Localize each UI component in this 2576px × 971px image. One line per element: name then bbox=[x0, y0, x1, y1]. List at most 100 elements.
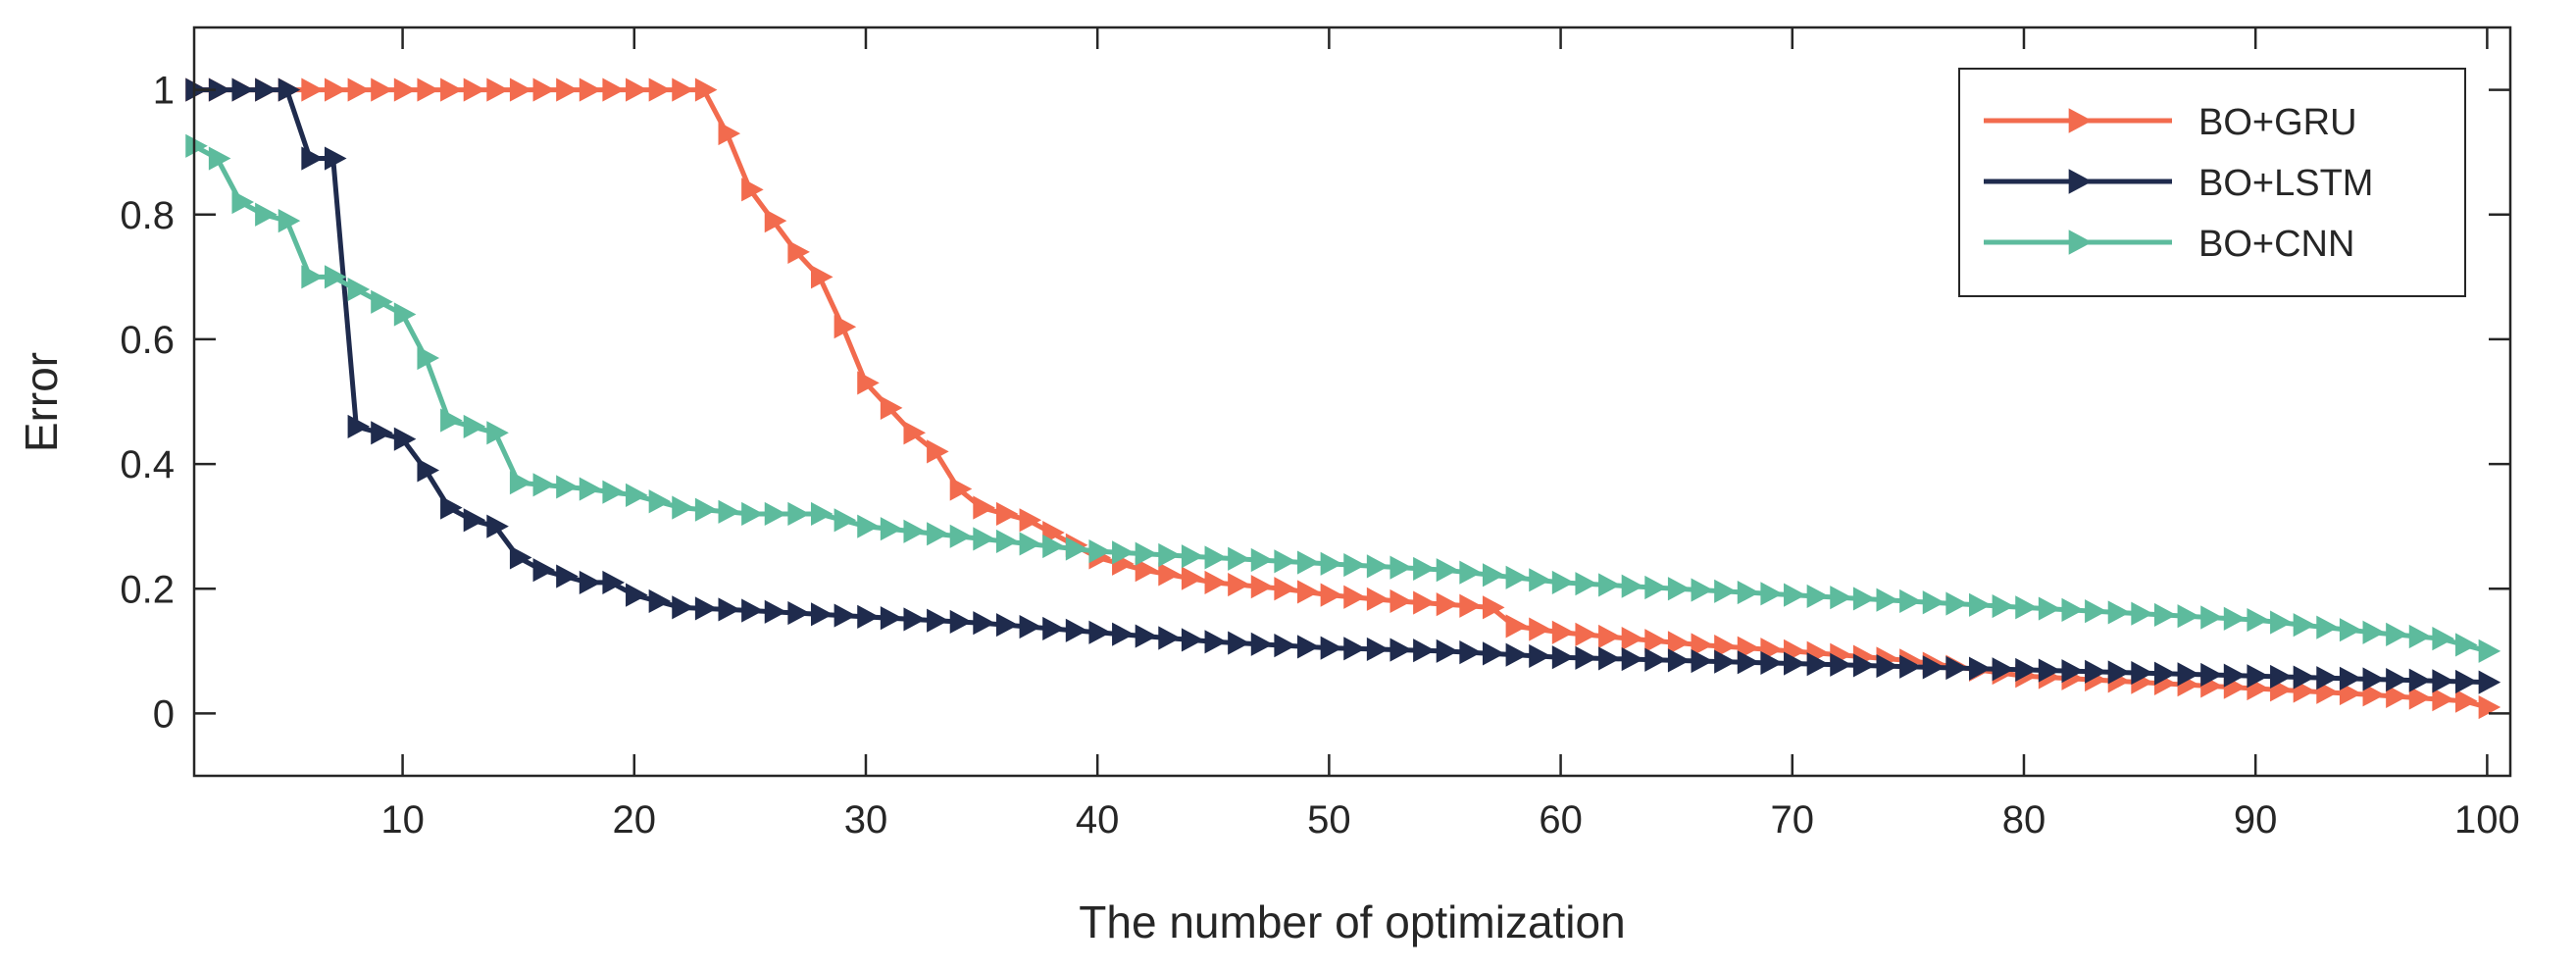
data-point-bo-cnn bbox=[2339, 618, 2362, 642]
data-point-bo-cnn bbox=[440, 408, 463, 433]
data-point-bo-lstm bbox=[857, 604, 880, 629]
data-point-bo-lstm bbox=[2386, 667, 2408, 692]
data-point-bo-gru bbox=[347, 77, 371, 102]
data-point-bo-lstm bbox=[301, 146, 324, 171]
data-point-bo-gru bbox=[324, 77, 347, 102]
data-point-bo-gru bbox=[1667, 631, 1691, 655]
data-point-bo-lstm bbox=[903, 607, 927, 632]
data-point-bo-cnn bbox=[2478, 639, 2501, 663]
legend-label: BO+LSTM bbox=[2198, 163, 2373, 204]
data-point-bo-cnn bbox=[810, 501, 833, 527]
data-point-bo-cnn bbox=[1945, 591, 1968, 616]
data-point-bo-cnn bbox=[626, 483, 648, 507]
data-point-bo-gru bbox=[556, 77, 579, 102]
data-point-bo-cnn bbox=[2386, 622, 2408, 646]
data-point-bo-gru bbox=[2408, 686, 2432, 710]
data-point-bo-lstm bbox=[1830, 652, 1852, 677]
data-point-bo-lstm bbox=[1320, 636, 1343, 660]
data-point-bo-cnn bbox=[1529, 568, 1551, 592]
data-point-bo-cnn bbox=[949, 524, 973, 548]
legend-entry-bo-gru: BO+GRU bbox=[1984, 102, 2357, 143]
data-point-bo-cnn bbox=[185, 133, 208, 158]
data-point-bo-cnn bbox=[1366, 554, 1389, 579]
data-point-bo-gru bbox=[2362, 683, 2386, 707]
data-point-bo-gru bbox=[301, 77, 324, 102]
data-point-bo-cnn bbox=[1019, 532, 1042, 556]
data-point-bo-cnn bbox=[1181, 544, 1204, 569]
data-point-bo-lstm bbox=[2478, 670, 2501, 694]
data-point-bo-cnn bbox=[602, 480, 625, 504]
data-point-bo-cnn bbox=[486, 421, 509, 445]
data-point-bo-cnn bbox=[2200, 605, 2223, 630]
data-point-bo-lstm bbox=[1112, 622, 1135, 646]
data-point-bo-lstm bbox=[1158, 626, 1181, 650]
x-tick-label: 90 bbox=[2234, 798, 2278, 842]
data-point-bo-lstm bbox=[973, 611, 995, 636]
data-point-bo-lstm bbox=[1181, 628, 1204, 652]
data-point-bo-lstm bbox=[1228, 631, 1250, 655]
data-point-bo-cnn bbox=[231, 189, 255, 215]
data-point-bo-cnn bbox=[1413, 556, 1436, 581]
data-point-bo-lstm bbox=[1760, 650, 1783, 675]
data-point-bo-lstm bbox=[2247, 664, 2269, 689]
data-point-bo-lstm bbox=[1389, 638, 1413, 662]
data-point-bo-gru bbox=[741, 178, 764, 202]
data-point-bo-lstm bbox=[278, 77, 301, 102]
data-point-bo-cnn bbox=[463, 414, 486, 439]
y-tick-label: 1 bbox=[153, 70, 175, 113]
data-point-bo-gru bbox=[626, 77, 648, 102]
series-bo-lstm bbox=[185, 77, 2501, 694]
data-point-bo-cnn bbox=[208, 146, 231, 171]
data-point-bo-lstm bbox=[787, 600, 810, 626]
data-point-bo-lstm bbox=[1714, 649, 1737, 674]
legend-label: BO+GRU bbox=[2198, 102, 2357, 143]
data-point-bo-gru bbox=[1598, 624, 1621, 649]
data-point-bo-lstm bbox=[1065, 618, 1088, 642]
data-point-bo-cnn bbox=[1389, 555, 1413, 580]
data-point-bo-cnn bbox=[741, 501, 764, 527]
data-point-bo-lstm bbox=[1691, 648, 1714, 674]
data-point-bo-lstm bbox=[1899, 654, 1922, 679]
data-point-bo-cnn bbox=[1250, 547, 1274, 573]
y-tick-label: 0.8 bbox=[120, 194, 175, 237]
data-point-bo-lstm bbox=[2131, 661, 2153, 686]
data-point-bo-cnn bbox=[1297, 550, 1320, 575]
data-point-bo-gru bbox=[1529, 617, 1551, 641]
data-point-bo-lstm bbox=[1019, 614, 1042, 639]
data-point-bo-gru bbox=[1621, 627, 1644, 651]
legend-swatch-marker bbox=[2068, 108, 2093, 133]
data-point-bo-lstm bbox=[1621, 647, 1644, 672]
data-point-bo-lstm bbox=[231, 77, 255, 102]
data-point-bo-cnn bbox=[1806, 584, 1830, 608]
data-point-bo-lstm bbox=[1968, 656, 1992, 681]
data-point-bo-lstm bbox=[1737, 650, 1760, 675]
data-point-bo-cnn bbox=[1899, 588, 1922, 614]
data-point-bo-cnn bbox=[672, 495, 694, 520]
data-point-bo-cnn bbox=[2038, 596, 2061, 621]
data-point-bo-cnn bbox=[973, 527, 995, 551]
data-point-bo-gru bbox=[1413, 590, 1436, 615]
data-point-bo-lstm bbox=[833, 603, 857, 628]
data-point-bo-lstm bbox=[2408, 668, 2432, 692]
data-point-bo-lstm bbox=[1274, 634, 1296, 658]
data-point-bo-cnn bbox=[579, 477, 602, 501]
data-point-bo-cnn bbox=[2455, 633, 2478, 657]
data-point-bo-lstm bbox=[2015, 657, 2038, 682]
data-point-bo-lstm bbox=[1505, 642, 1529, 667]
data-point-bo-lstm bbox=[1366, 637, 1389, 662]
data-point-bo-cnn bbox=[393, 302, 417, 327]
data-point-bo-gru bbox=[486, 77, 509, 102]
data-point-bo-cnn bbox=[1459, 560, 1482, 585]
x-tick-label: 50 bbox=[1307, 798, 1351, 842]
data-point-bo-cnn bbox=[1876, 588, 1899, 612]
x-tick-label: 70 bbox=[1771, 798, 1815, 842]
data-point-bo-gru bbox=[1320, 583, 1343, 607]
data-point-bo-lstm bbox=[1135, 624, 1158, 648]
data-point-bo-cnn bbox=[2316, 615, 2339, 639]
data-point-bo-lstm bbox=[2293, 665, 2316, 690]
data-point-bo-cnn bbox=[1714, 579, 1737, 603]
data-point-bo-cnn bbox=[1644, 575, 1667, 600]
data-point-bo-cnn bbox=[2153, 602, 2177, 628]
data-point-bo-lstm bbox=[2223, 663, 2247, 688]
data-point-bo-lstm bbox=[556, 564, 579, 588]
